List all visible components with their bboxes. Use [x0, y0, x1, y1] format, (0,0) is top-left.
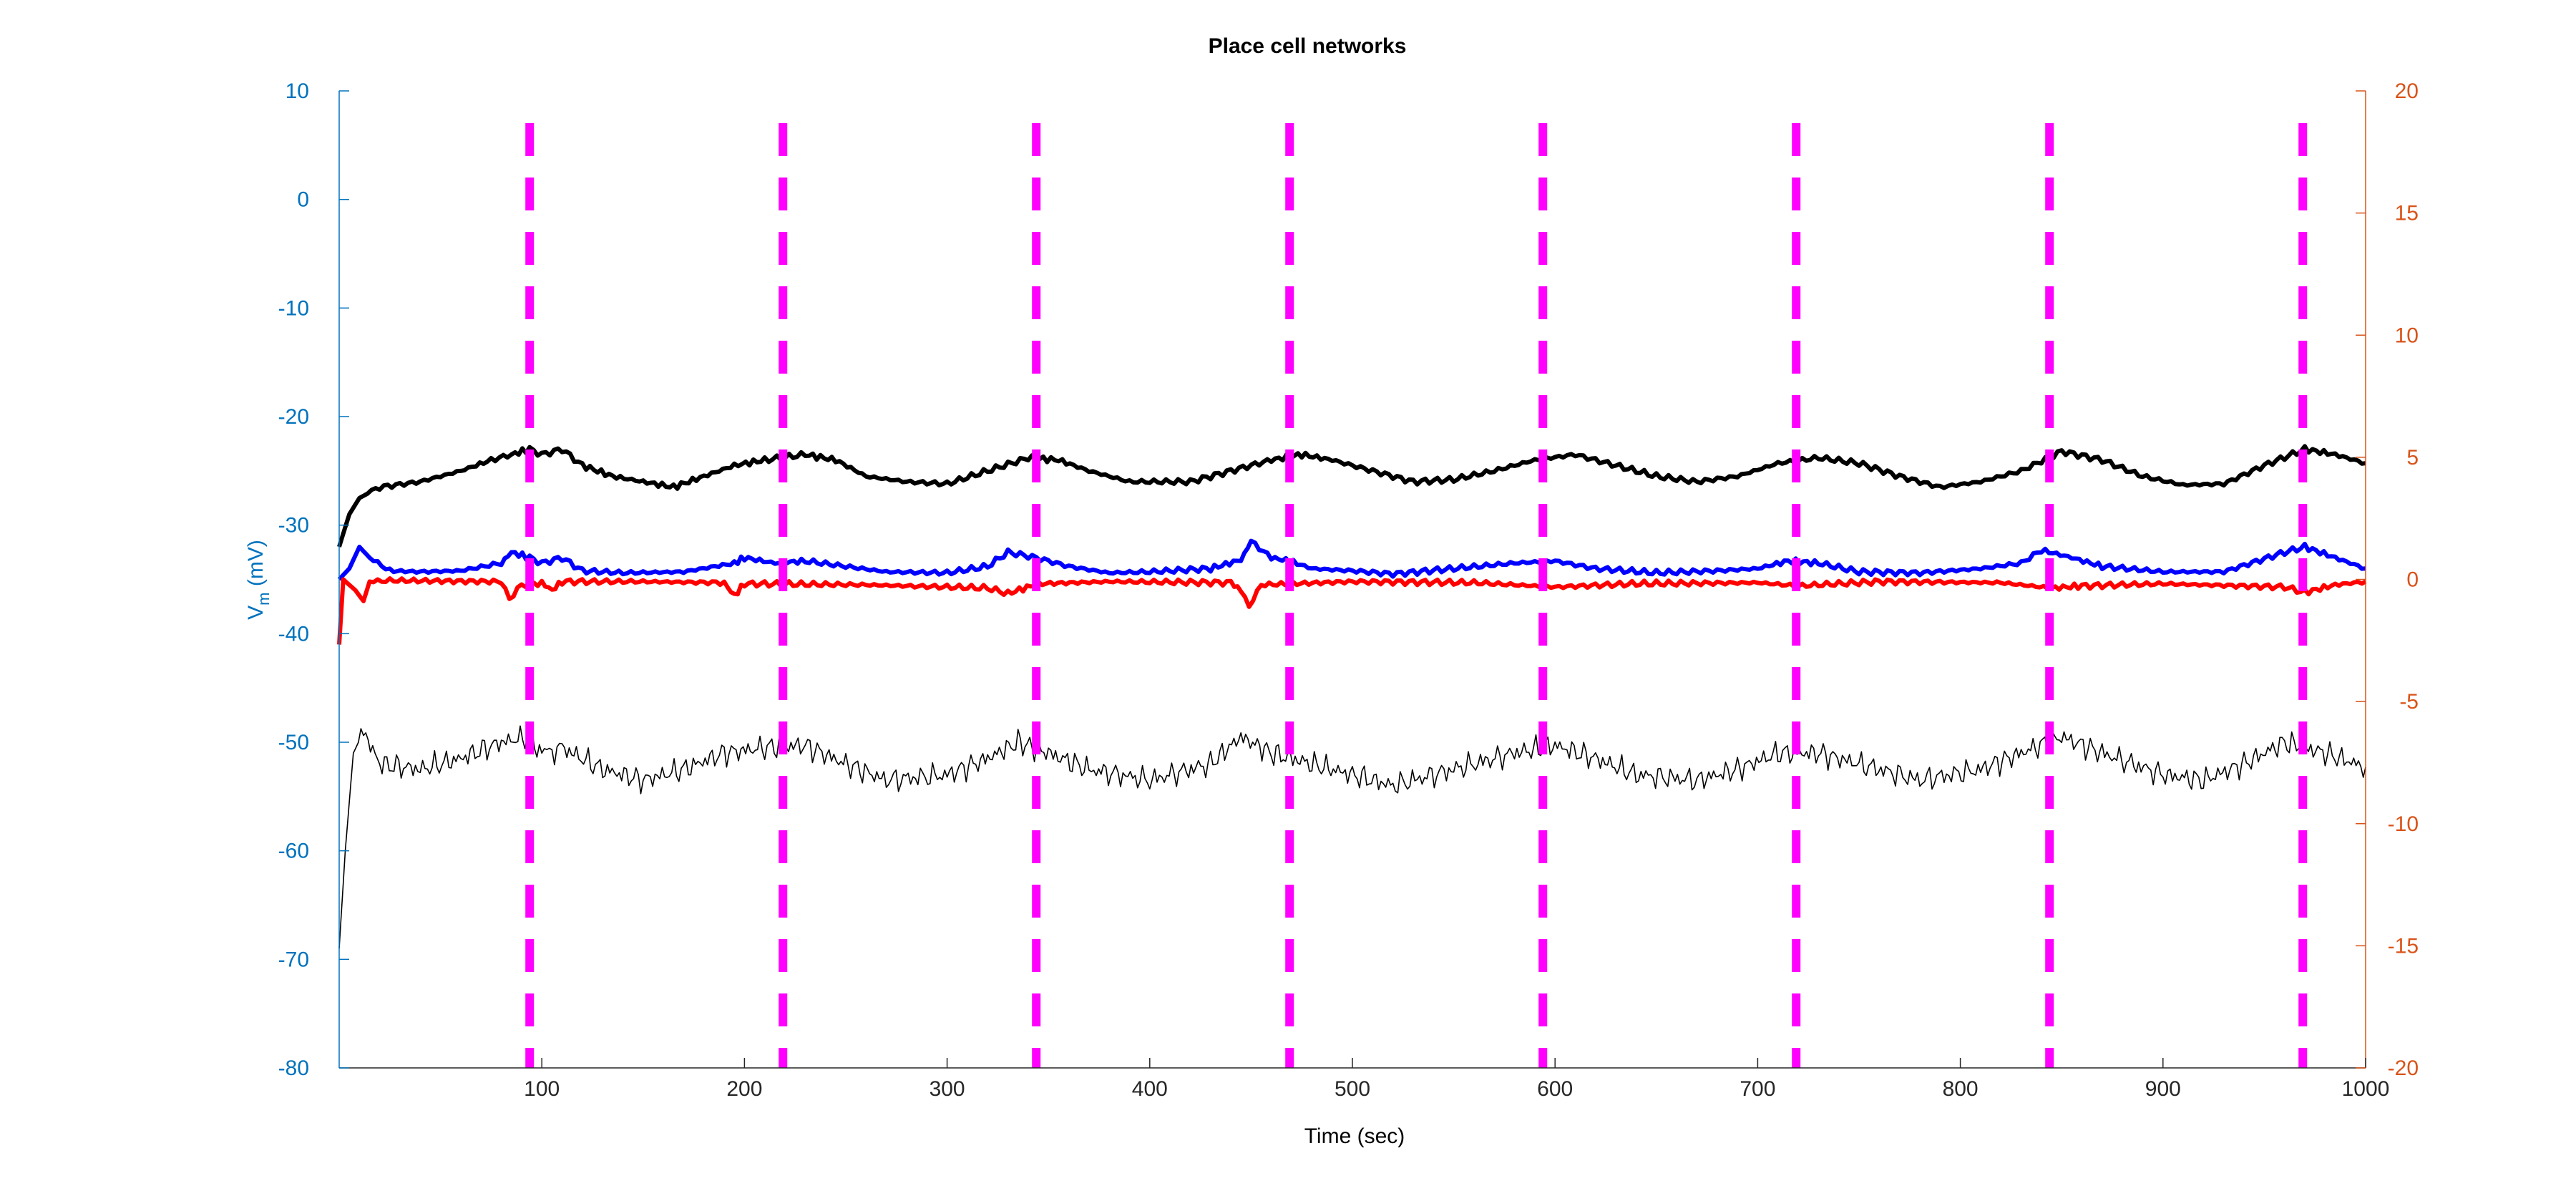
x-tick-label-7: 800 [1943, 1077, 1979, 1101]
y-axis-left-label-main: V [244, 606, 268, 620]
x-tick-label-8: 900 [2145, 1077, 2181, 1101]
x-tick-label-5: 600 [1537, 1077, 1573, 1101]
y-left-tick-label-2: -10 [278, 296, 309, 320]
y-left-tick-label-0: 10 [286, 79, 309, 103]
series-line-2 [337, 576, 2367, 645]
y-left-tick-label-7: -60 [278, 840, 309, 863]
y-left-tick-label-9: -80 [278, 1056, 309, 1080]
x-tick-label-3: 400 [1132, 1077, 1168, 1101]
y-left-tick-label-5: -40 [278, 622, 309, 646]
y-right-tick-label-4: 0 [2406, 568, 2419, 592]
x-tick-label-4: 500 [1335, 1077, 1370, 1101]
x-tick-label-6: 700 [1740, 1077, 1775, 1101]
y-left-tick-label-8: -70 [278, 948, 309, 971]
y-left-tick-label-6: -50 [278, 731, 309, 754]
y-right-tick-label-3: 5 [2406, 446, 2419, 470]
y-left-tick-label-4: -30 [278, 514, 309, 538]
y-right-tick-label-8: -20 [2388, 1056, 2419, 1080]
x-tick-label-9: 1000 [2342, 1077, 2390, 1101]
y-right-tick-label-7: -15 [2388, 934, 2419, 958]
x-axis-label: Time (sec) [1304, 1124, 1405, 1148]
axes: 100 200 300 400 500 600 700 800 900 1000100-10-20… [278, 79, 2419, 1101]
y-left-tick-label-1: 0 [297, 188, 309, 212]
chart-title: Place cell networks [1209, 34, 1407, 58]
y-axis-left-label-unit: (mV) [244, 540, 268, 592]
series-line-0 [337, 444, 2366, 548]
y-right-tick-label-1: 15 [2395, 202, 2419, 225]
y-right-tick-label-6: -10 [2388, 812, 2419, 836]
series-line-3 [338, 725, 2366, 949]
y-axis-left-label: Vm (mV) [244, 540, 273, 620]
plot-area [337, 123, 2367, 1068]
y-right-tick-label-2: 10 [2395, 324, 2419, 347]
y-right-tick-label-5: -5 [2399, 690, 2419, 714]
x-tick-label-0: 100 [524, 1077, 560, 1101]
series-line-1 [337, 538, 2366, 581]
y-left-tick-label-3: -20 [278, 405, 309, 429]
y-right-tick-label-0: 20 [2395, 79, 2419, 103]
y-axis-left-label-subscript: m [255, 592, 273, 605]
x-tick-label-2: 300 [930, 1077, 965, 1101]
x-tick-label-1: 200 [726, 1077, 762, 1101]
